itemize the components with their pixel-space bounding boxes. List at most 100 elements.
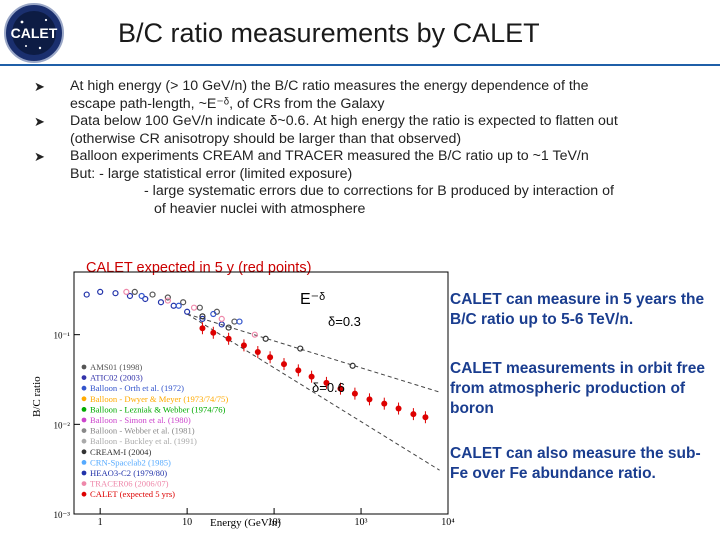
bullet-item: ➤ Data below 100 GeV/n indicate δ~0.6. A… [34,113,718,148]
data-point [131,288,138,295]
bullet-line: of heavier nuclei with atmosphere [154,200,366,217]
legend-label: Balloon - Buckley et al. (1991) [90,436,197,446]
data-point [297,345,304,352]
calet-data-point [422,414,429,421]
y-tick-label: 10⁻¹ [54,331,71,341]
chart-background [30,252,460,530]
logo-text: CALET [11,25,58,41]
legend-marker [81,481,87,486]
y-tick-label: 10⁻³ [54,510,71,520]
data-point [157,299,165,306]
calet-data-point [240,342,247,349]
calet-data-point [199,325,206,332]
bullet-item: ➤ At high energy (> 10 GeV/n) the B/C ra… [34,78,718,113]
legend-marker [81,460,87,465]
data-point [190,304,198,311]
side-note: CALET measurements in orbit free from at… [450,360,705,417]
bullet-line: But: - large statistical error (limited … [70,165,353,182]
calet-data-point [366,396,373,403]
bullet-line: - large systematic errors due to correct… [144,183,614,199]
legend-label: TRACER06 (2006/07) [90,479,169,489]
legend-label: Balloon - Webber et al. (1981) [90,426,195,436]
legend-marker [81,407,87,412]
data-point [218,315,225,322]
calet-logo: CALET [4,3,64,63]
data-point [175,302,182,309]
legend-label: AMS01 (1998) [90,362,142,372]
data-point [184,308,191,315]
data-point [164,297,171,304]
calet-data-point [225,335,232,342]
data-point [180,299,187,306]
calet-data-point [308,373,315,380]
annotation-delta-06: δ=0.6 [312,380,345,395]
data-point [251,331,258,338]
data-point [164,294,171,301]
calet-data-point [395,405,402,412]
x-tick-label: 10³ [355,517,368,528]
legend-label: Balloon - Dwyer & Meyer (1973/74/75) [90,394,228,404]
bullet-line: Balloon experiments CREAM and TRACER mea… [70,148,589,164]
legend-marker [81,417,87,423]
calet-data-point [295,367,302,374]
legend-marker [81,428,87,433]
data-point [199,313,206,320]
legend-marker [81,470,87,476]
x-tick-label: 10⁴ [441,517,455,528]
calet-data-point [267,354,274,361]
legend-label: Balloon - Lezniak & Webber (1974/76) [90,404,226,414]
annotation-delta-03: δ=0.3 [328,314,361,329]
data-point [225,324,232,331]
bullet-line: (otherwise CR anisotropy should be large… [70,130,462,147]
legend-label: CALET (expected 5 yrs) [90,489,175,499]
calet-data-point [323,379,330,386]
data-point [112,290,119,297]
arrow-bullet-icon: ➤ [34,79,45,94]
legend-label: ATIC02 (2003) [90,373,143,383]
arrow-bullet-icon: ➤ [34,114,45,129]
x-tick-label: 10² [268,517,281,528]
data-point [262,335,269,342]
calet-data-point [381,400,388,407]
side-note: CALET can measure in 5 years the B/C rat… [450,291,705,328]
data-point [196,304,203,311]
legend-marker [81,491,87,497]
legend-marker [81,385,87,391]
data-point [126,292,134,300]
chart-title: CALET expected in 5 y (red points) [86,260,311,276]
bullet-list: ➤ At high energy (> 10 GeV/n) the B/C ra… [34,78,718,218]
legend-label: Balloon - Orth et al. (1972) [90,383,184,393]
calet-data-point [254,349,261,356]
x-tick-label: 1 [98,517,103,528]
legend-marker [81,375,87,380]
bullet-line: Data below 100 GeV/n indicate δ~0.6. At … [70,113,618,129]
data-point [149,291,156,298]
bullet-line: escape path-length, ~E⁻ᵟ, of CRs from th… [70,95,385,112]
y-axis-label: B/C ratio [31,376,43,417]
legend-marker [81,438,87,444]
bullet-line: At high energy (> 10 GeV/n) the B/C rati… [70,78,589,94]
data-point [236,318,243,325]
side-note: CALET can also measure the sub-Fe over F… [450,445,701,482]
data-point [142,295,149,303]
data-point [349,362,356,369]
data-point [97,288,104,295]
legend-marker [81,449,87,455]
calet-data-point [337,385,344,392]
plot-frame [73,271,449,515]
delta-03-trend-line [186,313,440,393]
data-point [138,292,145,300]
legend-label: CRN-Spacelab2 (1985) [90,457,171,467]
annotation-e-delta: E⁻ᵟ [300,291,325,308]
bullet-item: ➤ Balloon experiments CREAM and TRACER m… [34,148,718,218]
calet-data-point [351,390,358,397]
data-point [210,310,217,318]
calet-data-point [410,411,417,418]
bc-ratio-chart: CALET expected in 5 y (red points) 1 10 10… [30,252,460,530]
slide-title: B/C ratio measurements by CALET [118,18,540,48]
legend-label: HEAO3-C2 (1979/80) [90,468,167,478]
data-point [123,288,130,295]
y-tick-label: 10⁻² [54,420,71,430]
arrow-bullet-icon: ➤ [34,149,45,164]
legend-marker [81,396,87,402]
